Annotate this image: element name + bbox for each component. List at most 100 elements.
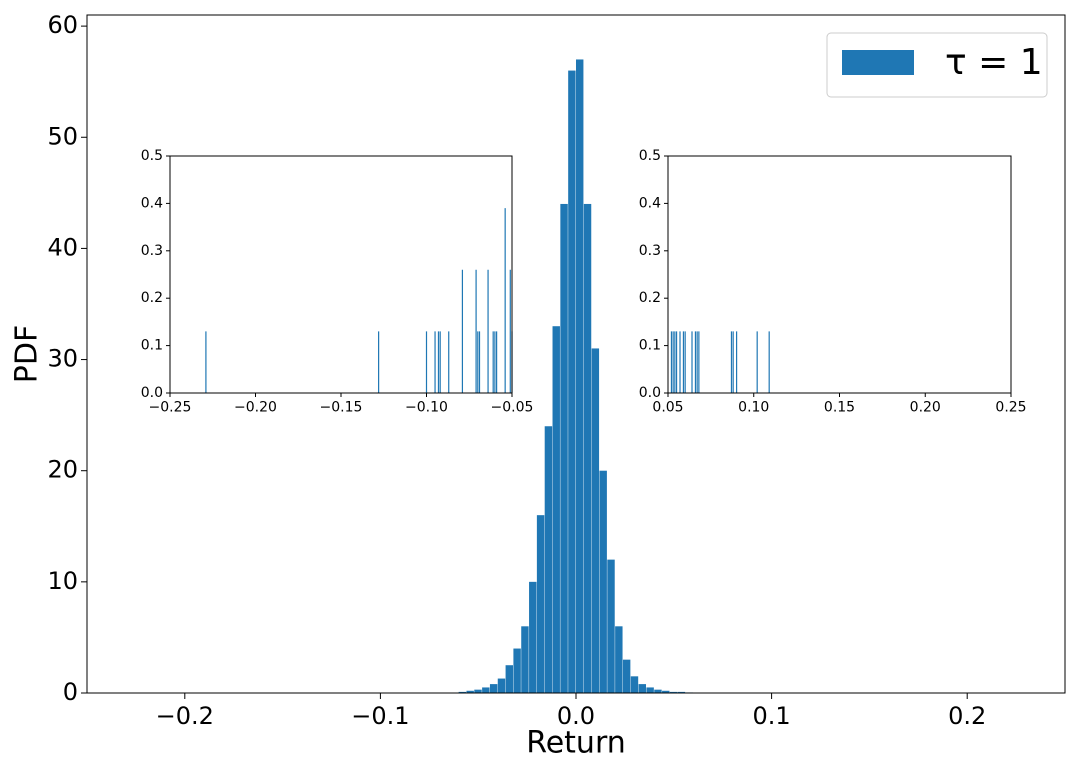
histogram-bar [654, 689, 662, 693]
y-tick-label: 0.5 [639, 148, 661, 164]
bar [670, 331, 673, 393]
bar [698, 331, 700, 393]
y-tick-label: 30 [47, 345, 78, 373]
histogram-bar [576, 59, 584, 694]
y-tick-label: 0.3 [141, 243, 163, 259]
histogram-bar [513, 648, 521, 693]
y-tick-label: 0 [63, 678, 78, 706]
bar [439, 331, 441, 393]
bar [492, 331, 494, 393]
histogram-bar [497, 678, 506, 693]
histogram-bar [474, 689, 482, 693]
x-tick-label: −0.2 [156, 702, 214, 730]
histogram-bar [560, 203, 568, 694]
bar [696, 331, 698, 393]
bar [425, 331, 428, 393]
x-tick-label: 0.05 [652, 400, 683, 416]
histogram-bar [458, 691, 467, 693]
histogram-bar [482, 687, 490, 693]
bar [475, 269, 477, 393]
bar [448, 331, 450, 393]
histogram-bar [591, 348, 600, 693]
y-tick-label: 0.3 [639, 243, 661, 259]
y-tick-label: 0.4 [141, 195, 163, 211]
x-tick-label: 0.20 [910, 400, 941, 416]
bar [437, 331, 440, 393]
histogram-bar [638, 684, 647, 693]
x-tick-label: −0.20 [234, 400, 277, 416]
histogram-bar [489, 684, 498, 693]
x-tick-label: 0.25 [995, 400, 1026, 416]
bar [504, 208, 506, 393]
bar [756, 331, 758, 393]
histogram-bar [529, 581, 537, 693]
y-tick-label: 0.2 [639, 290, 661, 306]
x-tick-label: 0.15 [824, 400, 855, 416]
bar [684, 331, 686, 393]
histogram-bar [662, 690, 670, 693]
bar [672, 331, 674, 393]
bar [682, 331, 685, 393]
y-tick-label: 20 [47, 456, 78, 484]
bar [378, 331, 380, 393]
legend-box [826, 32, 1048, 98]
legend-label: τ = 1 [945, 42, 1043, 83]
histogram-bar [552, 326, 560, 693]
histogram-bar [615, 626, 623, 693]
y-tick-label: 60 [47, 11, 78, 39]
y-tick-label: 0.0 [639, 385, 661, 401]
bar [461, 269, 464, 393]
bar [768, 331, 770, 393]
histogram-bar [622, 659, 631, 693]
bar [434, 331, 436, 393]
bar [205, 331, 207, 393]
histogram-bar [607, 559, 615, 693]
y-axis-label: PDF [10, 325, 45, 383]
bar [478, 331, 481, 393]
bar [494, 331, 496, 393]
y-tick-label: 10 [47, 567, 78, 595]
histogram-bar [568, 70, 576, 693]
histogram-bar [669, 691, 678, 693]
x-tick-label: −0.15 [320, 400, 363, 416]
y-tick-label: 0.2 [141, 290, 163, 306]
x-tick-label: −0.25 [149, 400, 192, 416]
inset-background [170, 156, 512, 393]
histogram-bar [505, 665, 514, 693]
bar [477, 331, 479, 393]
bar [509, 269, 511, 393]
x-axis-label: Return [526, 726, 626, 761]
y-tick-label: 0.1 [639, 338, 661, 354]
bar [736, 331, 738, 393]
bar [675, 331, 678, 393]
x-tick-label: −0.10 [405, 400, 448, 416]
y-tick-label: 0.5 [141, 148, 163, 164]
x-tick-label: 0.0 [557, 702, 595, 730]
x-tick-label: 0.2 [948, 702, 986, 730]
legend-swatch [842, 50, 914, 75]
histogram-bar [466, 690, 474, 693]
x-tick-label: −0.05 [491, 400, 534, 416]
x-tick-label: 0.10 [738, 400, 769, 416]
histogram-bar [521, 626, 529, 693]
histogram-bar [536, 515, 545, 693]
histogram-bar [544, 426, 553, 693]
bar [487, 269, 489, 393]
y-tick-label: 0.0 [141, 385, 163, 401]
bar [730, 331, 733, 393]
histogram-bar [677, 691, 686, 693]
y-tick-label: 50 [47, 122, 78, 150]
histogram-bar [630, 676, 639, 693]
y-tick-label: 0.1 [141, 338, 163, 354]
bar [496, 331, 498, 393]
y-tick-label: 0.4 [639, 195, 661, 211]
x-tick-label: −0.1 [351, 702, 409, 730]
y-tick-label: 40 [47, 233, 78, 261]
histogram-bar [599, 470, 607, 693]
inset-background [668, 156, 1011, 393]
bar [691, 331, 693, 393]
bar [674, 331, 676, 393]
bar [732, 331, 734, 393]
histogram-bar [583, 203, 592, 694]
